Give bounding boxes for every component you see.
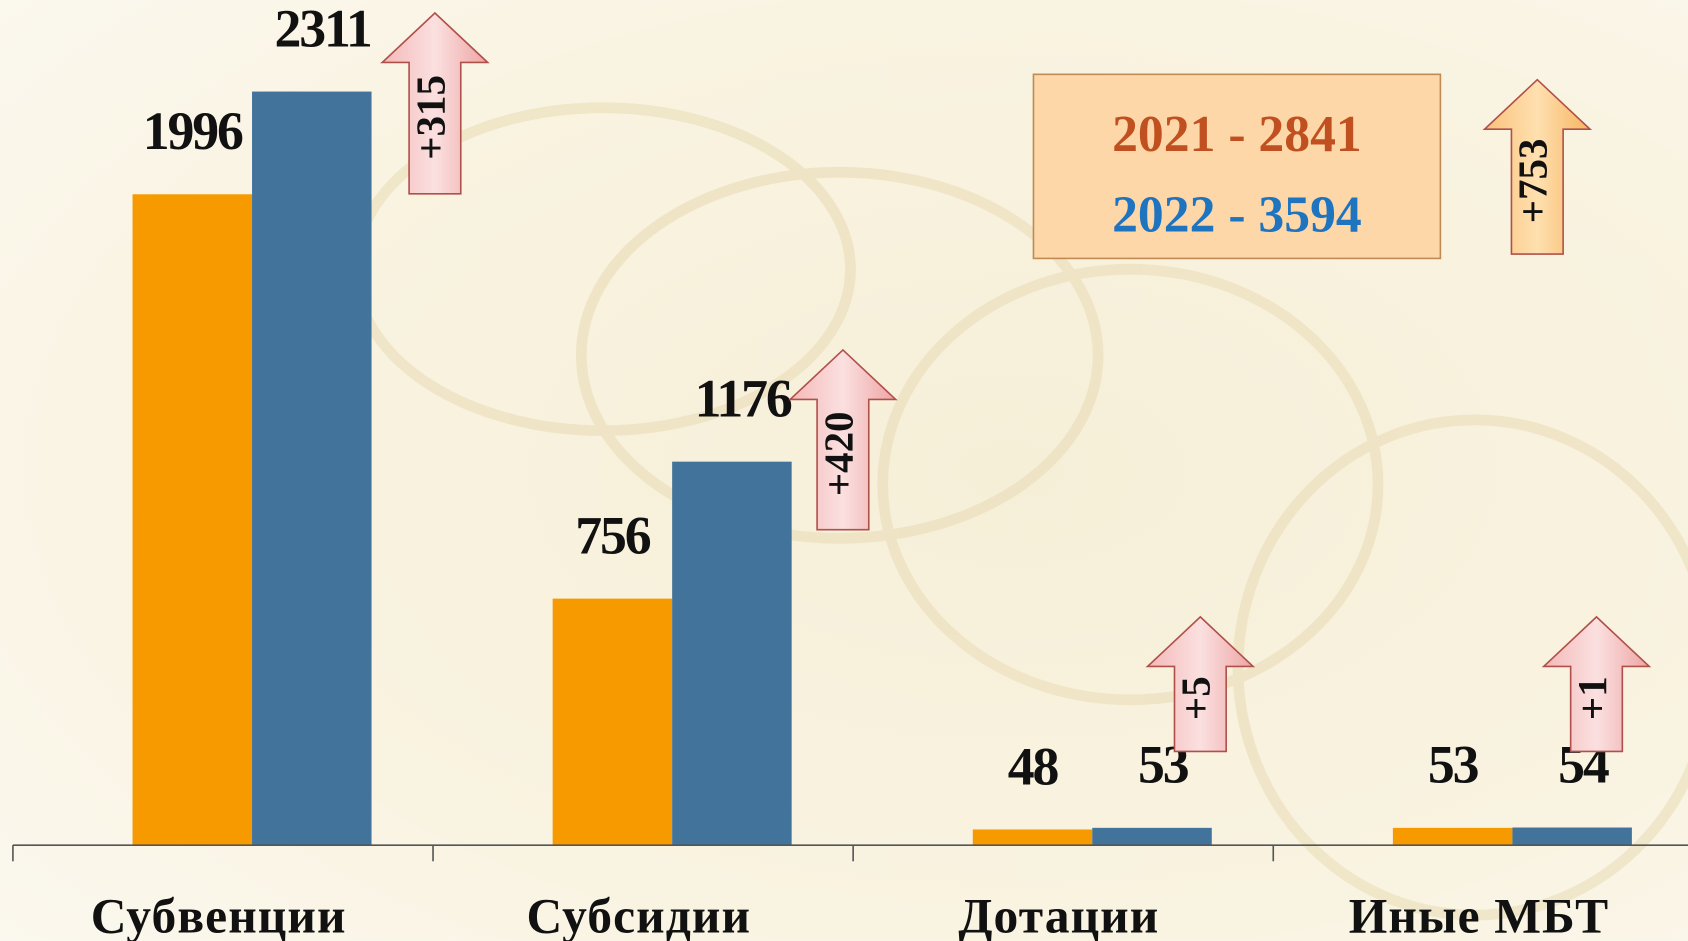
x-tick-label: Дотации: [958, 888, 1159, 941]
change-arrow: [1145, 615, 1256, 753]
bar: [1512, 827, 1632, 846]
data-label: 1996: [143, 101, 243, 161]
plot: 1996 2311 Субвенции +315 756 1176 Субсидии +420…: [12, 0, 1688, 941]
total-arrow-label: +753: [1511, 139, 1556, 224]
legend-text: 2021 - 2841: [1112, 106, 1362, 163]
data-label: 53: [1428, 735, 1479, 795]
legend-box: [1032, 73, 1442, 260]
bar: [252, 91, 372, 846]
bar: [972, 829, 1093, 846]
bar: [1092, 827, 1212, 846]
data-label: 1176: [695, 368, 792, 428]
x-tick-label: Иные МБТ: [1349, 888, 1610, 941]
x-tick-label: Субсидии: [526, 888, 751, 941]
x-tick-label: Субвенции: [91, 888, 347, 941]
bar: [552, 598, 673, 846]
change-arrow: [1541, 615, 1652, 753]
change-arrow: [380, 11, 490, 195]
total-arrow: [1482, 78, 1593, 255]
change-arrow-label: +420: [816, 411, 861, 496]
bar: [132, 194, 253, 846]
change-arrow-label: +315: [408, 75, 453, 160]
change-arrow: [788, 348, 898, 531]
data-label: 2311: [275, 0, 371, 58]
bar: [672, 461, 792, 846]
change-arrow-label: +1: [1570, 676, 1615, 720]
data-label: 756: [575, 505, 651, 565]
change-arrow-label: +5: [1174, 676, 1219, 720]
data-label: 48: [1008, 736, 1059, 796]
bar: [1392, 827, 1513, 846]
legend-text: 2022 - 3594: [1112, 187, 1362, 244]
